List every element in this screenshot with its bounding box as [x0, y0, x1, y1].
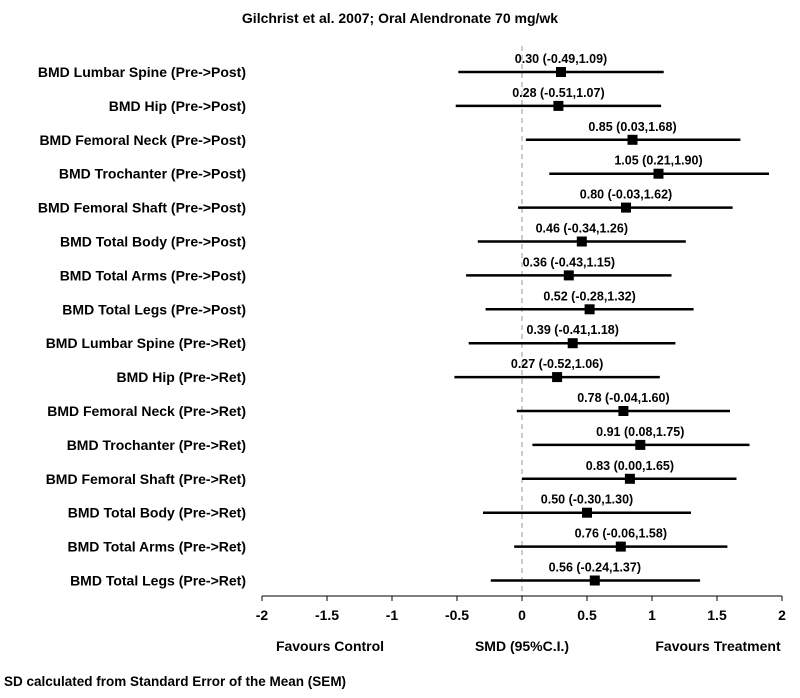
x-tick-label: 1.5 — [707, 607, 727, 623]
point-estimate-marker — [556, 67, 566, 77]
ci-value-label: 0.50 (-0.30,1.30) — [541, 493, 633, 507]
row-label: BMD Trochanter (Pre->Ret) — [67, 437, 246, 453]
point-estimate-marker — [624, 473, 635, 484]
footer-note: SD calculated from Standard Error of the… — [4, 674, 347, 689]
row-label: BMD Total Arms (Pre->Post) — [60, 267, 246, 283]
point-estimate-marker — [582, 507, 592, 518]
ci-value-label: 0.36 (-0.43,1.15) — [523, 255, 615, 269]
row-label: BMD Hip (Pre->Ret) — [116, 369, 246, 385]
x-tick-label: -1 — [386, 607, 399, 623]
row-label: BMD Femoral Shaft (Pre->Ret) — [46, 471, 246, 487]
x-tick-label: 0.5 — [577, 607, 597, 623]
point-estimate-marker — [563, 270, 574, 281]
row-label: BMD Lumbar Spine (Pre->Post) — [38, 64, 246, 80]
ci-value-label: 0.85 (0.03,1.68) — [588, 120, 676, 134]
x-tick-label: 1 — [648, 607, 656, 623]
ci-value-label: 0.27 (-0.52,1.06) — [511, 357, 603, 371]
ci-value-label: 0.76 (-0.06,1.58) — [575, 527, 667, 541]
ci-value-label: 0.80 (-0.03,1.62) — [580, 188, 672, 202]
x-tick-label: 2 — [778, 607, 786, 623]
chart-title: Gilchrist et al. 2007; Oral Alendronate … — [241, 10, 559, 26]
x-tick-label: 0 — [518, 607, 526, 623]
row-label: BMD Total Body (Pre->Post) — [60, 234, 246, 250]
point-estimate-marker — [653, 168, 664, 179]
point-estimate-marker — [552, 372, 563, 383]
ci-value-label: 1.05 (0.21,1.90) — [614, 154, 702, 168]
ci-value-label: 0.30 (-0.49,1.09) — [515, 52, 607, 66]
x-tick-label: -0.5 — [445, 607, 469, 623]
point-estimate-marker — [618, 406, 629, 416]
point-estimate-marker — [567, 338, 578, 349]
x-tick-label: -1.5 — [315, 607, 339, 623]
point-estimate-marker — [553, 100, 564, 111]
ci-value-label: 0.39 (-0.41,1.18) — [526, 323, 618, 337]
favours-treatment-label: Favours Treatment — [655, 638, 781, 654]
point-estimate-marker — [584, 304, 595, 315]
ci-value-label: 0.78 (-0.04,1.60) — [577, 391, 669, 405]
row-label: BMD Trochanter (Pre->Post) — [59, 166, 246, 182]
row-label: BMD Femoral Neck (Pre->Post) — [39, 132, 246, 148]
ci-value-label: 0.52 (-0.28,1.32) — [543, 289, 635, 303]
row-label: BMD Femoral Neck (Pre->Ret) — [47, 403, 246, 419]
point-estimate-marker — [615, 541, 626, 552]
row-label: BMD Total Arms (Pre->Ret) — [67, 539, 246, 555]
point-estimate-marker — [589, 575, 600, 586]
point-estimate-marker — [621, 202, 631, 213]
row-label: BMD Total Legs (Pre->Post) — [62, 301, 246, 317]
ci-value-label: 0.91 (0.08,1.75) — [596, 425, 684, 439]
ci-value-label: 0.83 (0.00,1.65) — [586, 459, 674, 473]
row-label: BMD Lumbar Spine (Pre->Ret) — [46, 335, 246, 351]
ci-value-label: 0.56 (-0.24,1.37) — [549, 561, 641, 575]
row-label: BMD Total Legs (Pre->Ret) — [70, 573, 246, 589]
point-estimate-marker — [576, 236, 587, 247]
row-label: BMD Hip (Pre->Post) — [109, 98, 246, 114]
ci-value-label: 0.28 (-0.51,1.07) — [512, 86, 604, 100]
point-estimate-marker — [627, 134, 638, 145]
x-tick-label: -2 — [256, 607, 269, 623]
ci-value-label: 0.46 (-0.34,1.26) — [536, 222, 628, 236]
x-axis-label: SMD (95%C.I.) — [475, 638, 569, 654]
row-label: BMD Femoral Shaft (Pre->Post) — [38, 200, 246, 216]
point-estimate-marker — [635, 439, 646, 450]
favours-control-label: Favours Control — [276, 638, 384, 654]
row-label: BMD Total Body (Pre->Ret) — [68, 505, 246, 521]
